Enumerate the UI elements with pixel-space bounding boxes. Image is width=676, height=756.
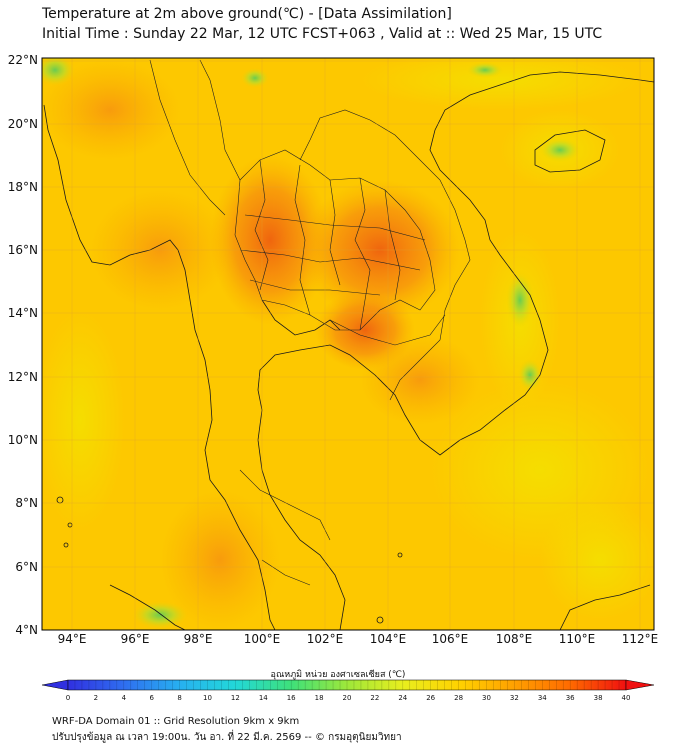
colorbar xyxy=(41,679,655,691)
colorbar-tick-label: 40 xyxy=(621,694,631,702)
colorbar-tick-label: 32 xyxy=(509,694,519,702)
colorbar-tick-label: 30 xyxy=(482,694,491,702)
colorbar-tick-label: 18 xyxy=(314,694,324,702)
lon-label-98e: 98°E xyxy=(183,632,213,646)
lon-label-100e: 100°E xyxy=(243,632,281,646)
lat-label-4n: 4°N xyxy=(15,623,38,637)
lat-label-14n: 14°N xyxy=(7,306,38,320)
lat-label-10n: 10°N xyxy=(7,433,38,447)
lon-label-104e: 104°E xyxy=(369,632,407,646)
colorbar-tick-label: 26 xyxy=(426,694,436,702)
lon-label-108e: 108°E xyxy=(495,632,533,646)
map-frame xyxy=(41,57,655,631)
lat-label-20n: 20°N xyxy=(7,117,38,131)
colorbar-tick-label: 12 xyxy=(230,694,240,702)
colorbar-right-arrow xyxy=(625,679,655,691)
lat-label-22n: 22°N xyxy=(7,53,38,67)
map-title: Temperature at 2m above ground(℃) - [Dat… xyxy=(42,6,452,22)
colorbar-tick-label: 20 xyxy=(342,694,352,702)
lon-label-94e: 94°E xyxy=(57,632,87,646)
province-borders xyxy=(149,59,471,586)
colorbar-tick-label: 4 xyxy=(121,694,127,702)
graticule xyxy=(42,58,654,630)
lon-label-110e: 110°E xyxy=(558,632,596,646)
lon-label-112e: 112°E xyxy=(621,632,659,646)
colorbar-left-arrow xyxy=(41,679,69,691)
colorbar-tick-label: 6 xyxy=(149,694,154,702)
colorbar-tick-label: 2 xyxy=(93,694,99,702)
temperature-map xyxy=(41,57,655,631)
colorbar-tick-label: 0 xyxy=(65,694,71,702)
temperature-field xyxy=(42,58,654,630)
footer-update-info: ปรับปรุงข้อมูล ณ เวลา 19:00น. วัน อา. ที… xyxy=(52,732,402,743)
lon-label-96e: 96°E xyxy=(120,632,150,646)
colorbar-tick-label: 38 xyxy=(593,694,603,702)
lon-label-106e: 106°E xyxy=(431,632,469,646)
lat-label-8n: 8°N xyxy=(15,496,38,510)
lat-label-18n: 18°N xyxy=(7,180,38,194)
colorbar-tick-label: 28 xyxy=(454,694,464,702)
footer-domain-info: WRF-DA Domain 01 :: Grid Resolution 9km … xyxy=(52,716,300,727)
lat-label-12n: 12°N xyxy=(7,370,38,384)
colorbar-tick-label: 34 xyxy=(537,694,547,702)
colorbar-tick-label: 8 xyxy=(177,694,182,702)
colorbar-tick-label: 14 xyxy=(258,694,268,702)
colorbar-tick-label: 22 xyxy=(370,694,380,702)
colorbar-tick-label: 36 xyxy=(565,694,575,702)
map-subtitle: Initial Time : Sunday 22 Mar, 12 UTC FCS… xyxy=(42,26,603,42)
colorbar-title: อุณหภูมิ หน่วย องศาเซลเซียส (℃) xyxy=(270,670,406,680)
lat-label-6n: 6°N xyxy=(15,560,38,574)
lat-label-16n: 16°N xyxy=(7,243,38,257)
colorbar-tick-label: 16 xyxy=(286,694,296,702)
lon-label-102e: 102°E xyxy=(306,632,344,646)
colorbar-tick-label: 24 xyxy=(398,694,408,702)
colorbar-tick-label: 10 xyxy=(203,694,212,702)
coastline-lines xyxy=(43,71,654,630)
